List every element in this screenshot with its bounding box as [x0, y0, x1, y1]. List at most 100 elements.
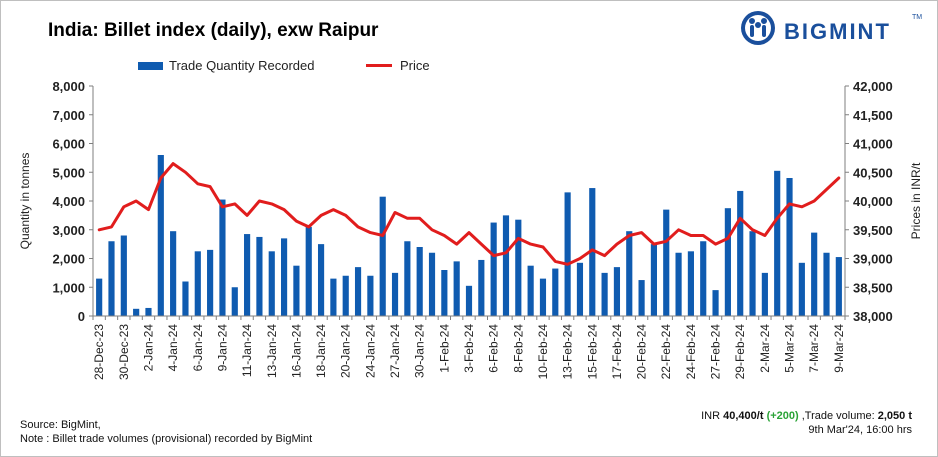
y-right-tick-label: 39,000 [853, 252, 893, 267]
bar [552, 268, 559, 316]
x-tick-label: 13-Jan-24 [265, 324, 279, 378]
combo-chart: 0 38,000 1,000 38,500 2,000 39,000 3,000 39,500… [18, 79, 923, 380]
bar [626, 231, 633, 316]
bar [527, 265, 534, 316]
bar [244, 234, 251, 316]
bar [650, 244, 657, 316]
x-tick-label: 18-Jan-24 [314, 324, 328, 378]
bar [515, 219, 522, 316]
x-tick-label: 5-Mar-24 [783, 324, 797, 373]
bar [268, 251, 275, 316]
x-tick-label: 17-Feb-24 [610, 324, 624, 380]
x-tick-label: 10-Feb-24 [536, 324, 550, 380]
bar [798, 262, 805, 316]
bigmint-logo: BIGMINT TM [740, 10, 930, 46]
price-change: (+200) [766, 410, 799, 422]
volume-value: 2,050 t [877, 410, 912, 422]
bar [96, 278, 103, 316]
bar [761, 272, 768, 316]
y-left-axis-title: Quantity in tonnes [18, 153, 32, 250]
price-summary-line: INR 40,400/t (+200) ,Trade volume: 2,050… [701, 409, 912, 423]
bar [120, 235, 127, 316]
bar [774, 170, 781, 316]
bar [207, 249, 214, 316]
y-left-tick-label: 1,000 [52, 280, 85, 295]
bar [811, 232, 818, 316]
legend-bar-swatch [138, 62, 163, 70]
x-tick-label: 20-Feb-24 [635, 324, 649, 380]
legend-line-label: Price [400, 58, 430, 73]
bar [786, 178, 793, 316]
y-left-tick-label: 2,000 [52, 252, 85, 267]
bar [675, 252, 682, 316]
bar [281, 238, 288, 316]
legend-line-swatch [366, 64, 392, 67]
y-right-tick-label: 41,500 [853, 108, 893, 123]
x-tick-label: 28-Dec-23 [92, 324, 106, 380]
bar [182, 281, 189, 316]
bar [835, 257, 842, 316]
y-right-tick-label: 38,000 [853, 309, 893, 324]
bar [416, 247, 423, 316]
bar [194, 251, 201, 316]
y-left-tick-label: 5,000 [52, 165, 85, 180]
bar [342, 275, 349, 316]
bar [404, 241, 411, 316]
bar [453, 261, 460, 316]
bar [133, 308, 140, 316]
bar [613, 267, 621, 316]
bar [256, 236, 263, 316]
bar [219, 199, 226, 316]
chart-title: India: Billet index (daily), exw Raipur [48, 20, 379, 41]
x-tick-label: 30-Dec-23 [117, 324, 131, 380]
y-right-tick-label: 40,500 [853, 165, 893, 180]
y-left-tick-label: 0 [78, 309, 85, 324]
bar [601, 272, 608, 316]
x-tick-label: 8-Feb-24 [511, 324, 525, 373]
x-tick-label: 6-Jan-24 [191, 324, 205, 372]
bar [737, 190, 744, 316]
x-tick-label: 9-Mar-24 [832, 324, 846, 373]
x-tick-label: 11-Jan-24 [240, 324, 254, 377]
bar [823, 252, 830, 316]
x-tick-label: 7-Mar-24 [807, 324, 821, 373]
x-tick-label: 9-Jan-24 [215, 324, 229, 372]
bar [663, 209, 670, 316]
trademark-mark: TM [912, 14, 923, 21]
price-line [97, 162, 841, 266]
bar [170, 231, 177, 316]
x-tick-label: 15-Feb-24 [585, 324, 599, 380]
legend-bar-label: Trade Quantity Recorded [169, 58, 315, 73]
bar [749, 231, 756, 316]
bar [576, 262, 584, 316]
bigmint-logo-text: BIGMINT [784, 19, 891, 44]
price-value: 40,400/t [723, 410, 764, 422]
bar [145, 307, 152, 316]
y-right-tick-label: 39,500 [853, 223, 893, 238]
x-tick-label: 13-Feb-24 [561, 324, 575, 380]
bar [428, 252, 436, 316]
volume-prefix: ,Trade volume: [798, 410, 878, 422]
y-right-tick-label: 42,000 [853, 79, 893, 94]
x-tick-label: 2-Mar-24 [758, 324, 772, 373]
bar [712, 290, 719, 316]
x-tick-label: 22-Feb-24 [659, 324, 673, 380]
bar [293, 265, 300, 316]
bar [687, 251, 694, 316]
x-tick-label: 27-Jan-24 [388, 324, 402, 378]
y-right-tick-label: 40,000 [853, 194, 893, 209]
x-tick-label: 16-Jan-24 [289, 324, 303, 378]
y-right-tick-label: 41,000 [853, 137, 893, 152]
bar [465, 285, 473, 316]
note-text: Note : Billet trade volumes (provisional… [20, 433, 313, 445]
price-summary: INR 40,400/t (+200) ,Trade volume: 2,050… [701, 409, 912, 437]
bar [305, 226, 312, 316]
bar [108, 241, 115, 316]
timestamp: 9th Mar'24, 16:00 hrs [808, 424, 912, 436]
x-tick-label: 27-Feb-24 [709, 324, 723, 380]
y-right-axis-title: Prices in INR/t [909, 162, 923, 239]
footer-notes: Source: BigMint, Note : Billet trade vol… [20, 418, 312, 446]
x-tick-label: 6-Feb-24 [487, 324, 501, 373]
x-tick-label: 4-Jan-24 [166, 324, 180, 372]
bar [231, 287, 238, 316]
